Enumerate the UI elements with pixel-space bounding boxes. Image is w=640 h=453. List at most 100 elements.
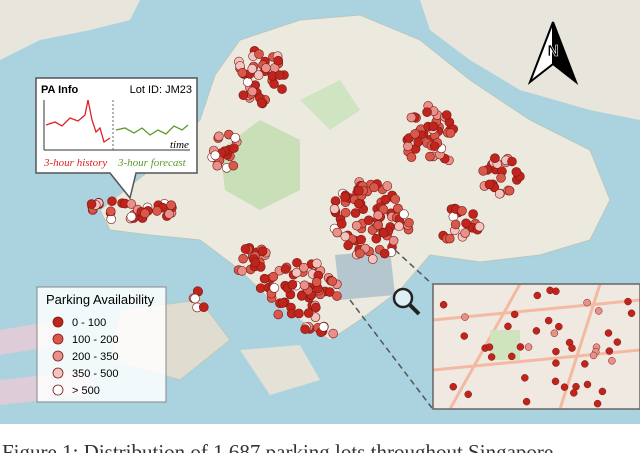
lot-dot [247, 86, 258, 97]
inset-dot [504, 322, 512, 331]
lot-dot [228, 160, 239, 171]
lot-dot [406, 112, 417, 123]
lot-dot [298, 262, 309, 273]
lot-dot [354, 198, 364, 209]
lot-dot [273, 309, 284, 320]
lot-dot [126, 211, 137, 222]
lot-dot [237, 266, 247, 276]
island [99, 14, 611, 341]
lot-dot [413, 137, 423, 147]
lot-dot [294, 308, 304, 319]
lot-dot [250, 257, 261, 268]
lot-dot [329, 204, 340, 214]
inset-dot [552, 287, 560, 296]
lot-dot [429, 141, 440, 152]
history-line [45, 99, 111, 144]
lot-dot [380, 194, 391, 205]
lot-dot [410, 129, 420, 139]
lot-dot [394, 221, 404, 232]
lot-dot [238, 90, 249, 100]
zoom-line [394, 249, 433, 285]
lot-dot [406, 152, 417, 163]
caption: Figure 1: Distribution of 1,687 parking … [2, 440, 553, 453]
inset-dot [552, 347, 560, 356]
lot-dot [379, 248, 390, 259]
inset-dot [613, 338, 622, 346]
lot-dot [198, 302, 209, 312]
lot-dot [441, 110, 452, 120]
inset-dot [581, 360, 589, 368]
inset-dot [583, 298, 591, 307]
magnifier [392, 287, 421, 316]
lot-dot [166, 200, 176, 210]
inset-dot [605, 347, 614, 355]
lot-dot [253, 70, 264, 80]
legend-label: 350 - 500 [72, 368, 118, 380]
lot-dot [367, 254, 378, 264]
lot-dot [212, 160, 223, 171]
lot-dot [403, 141, 413, 152]
inset-dot [516, 343, 525, 351]
lot-dot [328, 328, 338, 339]
lot-dot [460, 228, 470, 238]
inset-dot [439, 300, 448, 309]
lot-dot [474, 221, 485, 232]
inset-dot [544, 316, 553, 325]
legend-swatch [52, 350, 64, 362]
lot-dot [404, 217, 414, 228]
lot-dot [318, 322, 329, 332]
lot-dot [390, 194, 400, 204]
north-label: N [547, 43, 559, 60]
lot-dot [140, 208, 150, 219]
land-johor [420, 0, 640, 120]
inset-dot [560, 383, 569, 391]
lot-dot [299, 280, 310, 291]
lot-dot [388, 235, 399, 246]
info-title: PA Info [41, 84, 79, 96]
lot-dot [164, 209, 174, 219]
lot-dot [350, 208, 361, 218]
lot-dot [312, 258, 322, 269]
lot-dot [210, 150, 221, 161]
lot-dot [332, 227, 343, 238]
lot-dot [230, 132, 241, 143]
lot-dot [371, 233, 382, 244]
lot-dot [373, 210, 383, 221]
magnifier-handle [408, 303, 421, 316]
inset-dot [464, 390, 472, 399]
inset-dot [551, 377, 560, 386]
inset [432, 283, 640, 410]
lot-dot [300, 324, 310, 335]
lot-dot [332, 291, 342, 301]
legend: Parking Availability 0 - 100 100 - 200 200… [36, 286, 167, 403]
lot-dot [382, 181, 393, 191]
lot-dot [269, 79, 279, 89]
inset-dot [570, 389, 578, 397]
north-arrow: N [527, 21, 579, 86]
land-north [0, 0, 140, 60]
lot-dot [457, 206, 467, 216]
inset-frame [432, 283, 640, 410]
lot-dot [363, 215, 374, 226]
lot-dot [490, 153, 500, 163]
inset-dot [555, 322, 563, 331]
lot-dot [229, 143, 239, 153]
lot-dot [256, 98, 267, 108]
lot-dot [354, 185, 364, 196]
lot-dot [214, 131, 224, 142]
legend-swatch [52, 316, 64, 328]
lot-dot [237, 68, 248, 78]
lot-dot [450, 219, 461, 230]
time-label: time [170, 139, 189, 151]
info-box: PA Info Lot ID: JM23 time 3-hour history… [35, 77, 198, 200]
inset-dot [598, 387, 607, 396]
lot-dot [107, 196, 117, 207]
inset-dot [572, 382, 580, 391]
lot-dot [254, 49, 264, 59]
lot-dot [242, 77, 253, 87]
legend-label: 0 - 100 [72, 317, 106, 329]
lot-dot [484, 179, 495, 190]
focus-area [335, 250, 395, 300]
lot-dot [340, 207, 351, 218]
lot-dot [277, 84, 287, 94]
